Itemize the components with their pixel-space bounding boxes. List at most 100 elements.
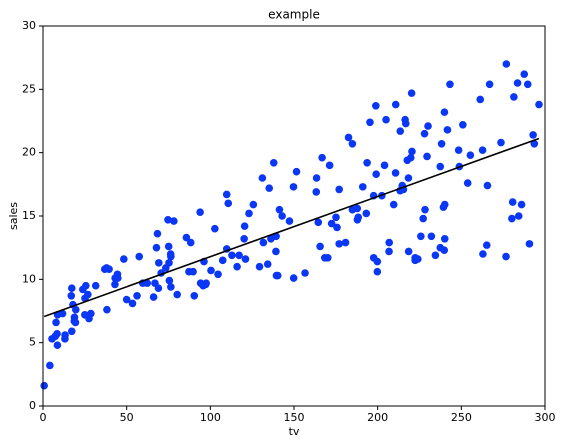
point	[443, 126, 452, 134]
point	[431, 251, 440, 260]
y-tick-label: 30	[22, 19, 36, 32]
point	[372, 102, 380, 110]
point	[523, 80, 532, 89]
point	[285, 217, 294, 225]
point	[421, 205, 429, 214]
point	[466, 151, 475, 159]
point	[525, 240, 534, 248]
point	[427, 232, 436, 241]
y-tick-label: 20	[22, 146, 36, 159]
point	[344, 133, 353, 142]
point	[255, 262, 264, 271]
point	[152, 243, 161, 252]
point	[170, 217, 178, 225]
x-tick-label: 100	[200, 411, 221, 424]
point	[245, 209, 253, 218]
point	[502, 60, 511, 68]
point	[380, 161, 389, 170]
point	[228, 251, 236, 260]
point	[186, 238, 195, 247]
point	[369, 253, 378, 262]
x-axis-label: tv	[289, 425, 300, 438]
point	[272, 247, 280, 256]
point	[436, 162, 445, 171]
point	[391, 100, 400, 109]
point	[437, 140, 446, 148]
point	[70, 317, 79, 325]
point	[173, 290, 182, 299]
point	[391, 169, 400, 177]
point	[406, 153, 415, 162]
point	[120, 255, 128, 263]
point	[240, 222, 249, 230]
point	[58, 309, 67, 318]
point	[318, 153, 326, 162]
point	[332, 213, 340, 222]
point	[258, 174, 267, 182]
point	[417, 232, 425, 241]
point	[327, 219, 336, 228]
point	[502, 252, 510, 261]
point	[154, 259, 163, 267]
point	[82, 281, 90, 290]
point	[478, 146, 487, 154]
point	[154, 284, 163, 293]
point	[149, 293, 158, 301]
point	[196, 208, 204, 216]
x-tick-label: 50	[120, 411, 134, 424]
point	[214, 270, 222, 279]
point	[135, 252, 144, 261]
point	[67, 292, 76, 300]
point	[325, 161, 334, 170]
point	[510, 93, 518, 101]
point	[389, 200, 398, 209]
point	[292, 167, 301, 176]
point	[269, 159, 278, 167]
point	[363, 159, 371, 167]
point	[81, 311, 89, 319]
point	[211, 224, 219, 233]
point	[407, 89, 416, 97]
point	[67, 284, 76, 293]
point	[272, 271, 281, 280]
point	[385, 238, 394, 247]
point	[446, 80, 454, 89]
point	[53, 330, 61, 338]
point	[71, 305, 80, 314]
point	[233, 262, 241, 271]
point	[46, 361, 54, 370]
y-tick-label: 15	[22, 209, 36, 222]
point	[440, 235, 449, 243]
point	[103, 305, 111, 314]
point	[439, 203, 448, 211]
point	[529, 131, 537, 139]
point	[373, 267, 382, 276]
fit-line	[43, 137, 540, 318]
point	[182, 233, 191, 242]
point	[314, 218, 323, 227]
point	[440, 246, 449, 254]
point	[185, 267, 193, 276]
point	[514, 212, 523, 220]
point	[153, 229, 162, 238]
point	[240, 235, 248, 243]
point	[278, 212, 286, 220]
point	[385, 247, 393, 256]
x-tick-label: 250	[451, 411, 472, 424]
point	[401, 119, 410, 128]
point	[167, 283, 175, 291]
point	[196, 279, 205, 287]
point	[483, 181, 492, 190]
point	[301, 269, 309, 277]
y-axis-label: sales	[7, 202, 20, 230]
point	[508, 214, 516, 223]
point	[67, 327, 76, 336]
y-tick-label: 10	[22, 272, 36, 285]
point	[164, 242, 173, 251]
point	[411, 256, 419, 265]
x-tick-label: 150	[284, 411, 305, 424]
point	[508, 198, 517, 206]
point	[372, 170, 380, 178]
point	[241, 255, 250, 263]
